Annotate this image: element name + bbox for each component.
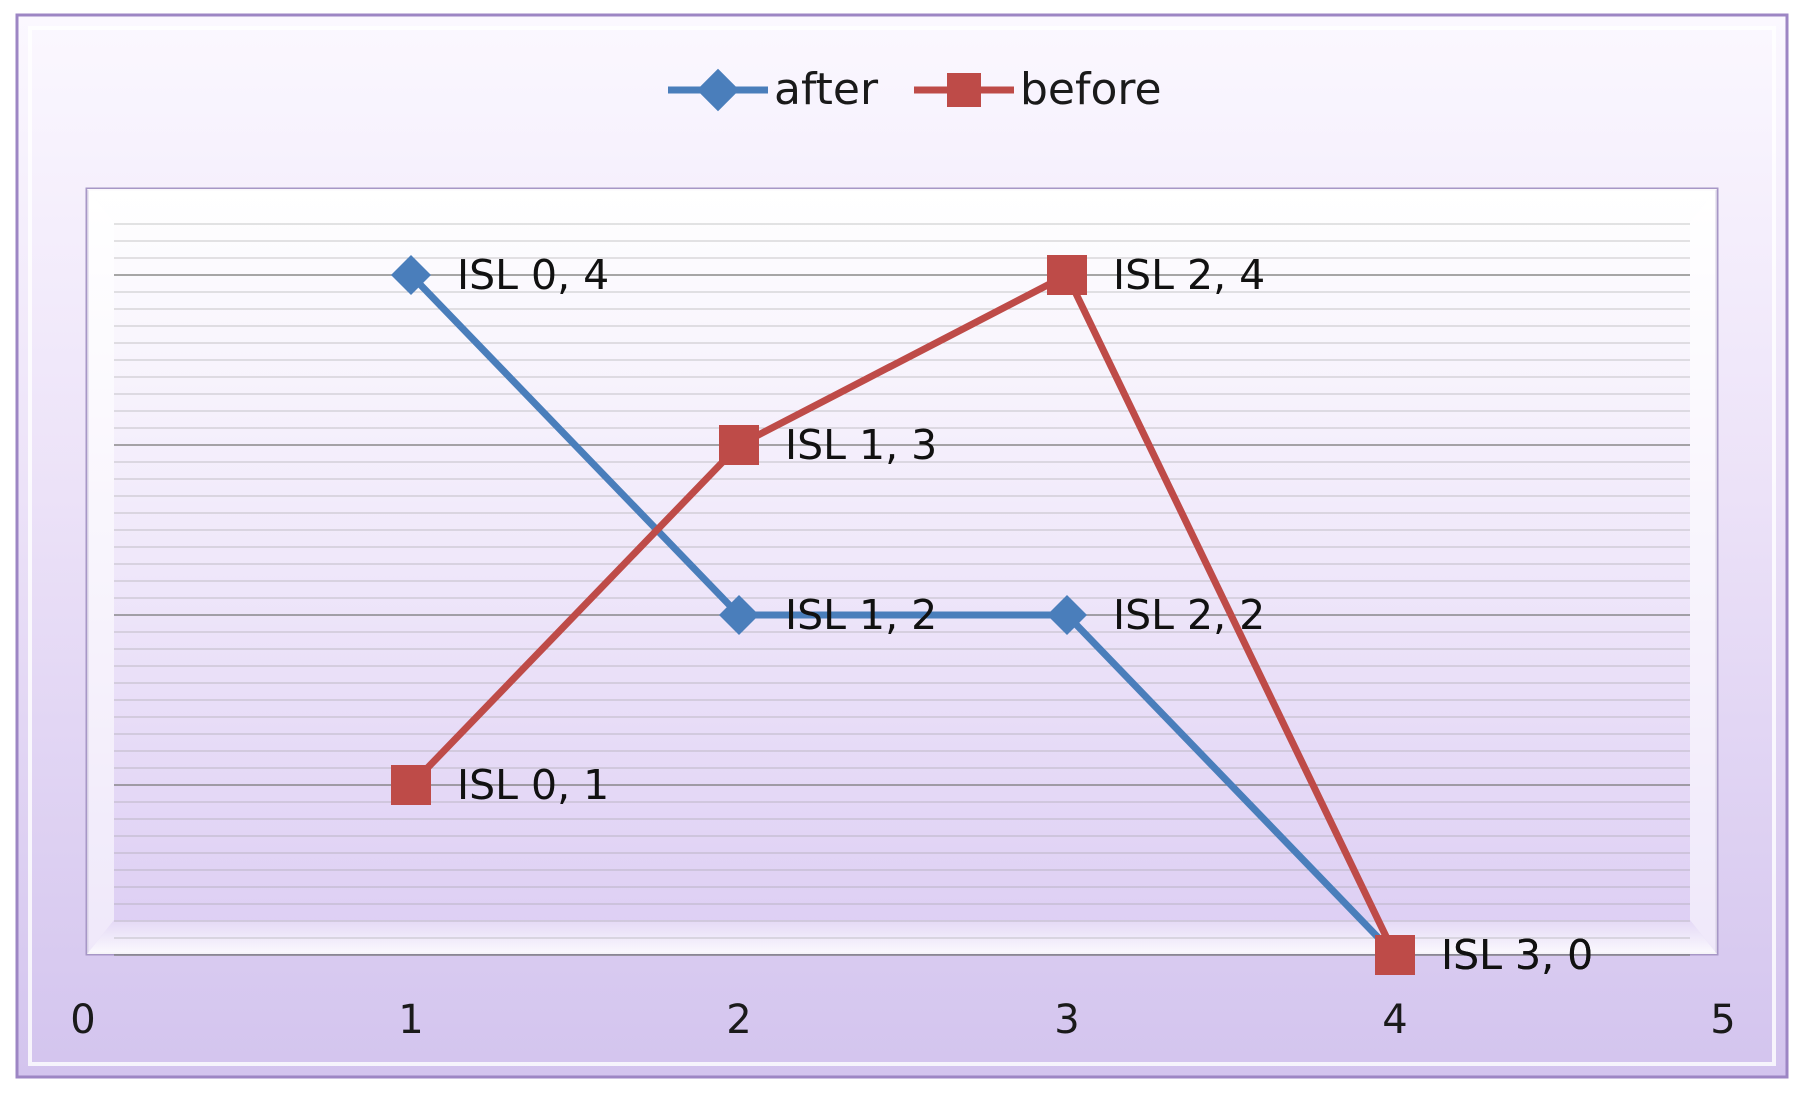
plot-bevel-top bbox=[87, 189, 1717, 222]
data-label-after: ISL 2, 2 bbox=[1113, 591, 1265, 639]
legend-label-before: before bbox=[1020, 64, 1162, 115]
series-line-after bbox=[407, 271, 1399, 959]
data-label-after: ISL 0, 4 bbox=[457, 251, 609, 299]
data-label-before: ISL 0, 1 bbox=[457, 761, 609, 809]
x-tick-label: 1 bbox=[398, 997, 423, 1043]
data-point-before bbox=[391, 765, 431, 805]
data-label-after: ISL 1, 2 bbox=[785, 591, 937, 639]
data-point-before bbox=[719, 425, 759, 465]
plot-area bbox=[85, 187, 1719, 956]
data-point-before bbox=[1375, 935, 1415, 975]
plot-bevel-left bbox=[87, 189, 114, 954]
x-axis-tick-labels: 0 1 2 3 4 5 bbox=[70, 997, 1735, 1043]
data-point-before bbox=[1047, 255, 1087, 295]
legend-label-after: after bbox=[774, 64, 879, 115]
data-label-before: ISL 3, 0 bbox=[1441, 931, 1593, 979]
series-lines bbox=[407, 271, 1399, 959]
plot-background bbox=[85, 187, 1719, 956]
x-tick-label: 0 bbox=[70, 997, 95, 1043]
data-point-after bbox=[719, 595, 759, 635]
plot-bevel-right bbox=[1690, 189, 1717, 954]
data-point-after bbox=[391, 255, 431, 295]
grid-lines bbox=[114, 223, 1690, 956]
data-label-before: ISL 1, 3 bbox=[785, 421, 937, 469]
legend-square-icon bbox=[947, 73, 981, 107]
series-markers bbox=[391, 255, 1415, 975]
chart-frame-bevel bbox=[28, 26, 1776, 1066]
legend-item-before: before bbox=[914, 64, 1162, 115]
x-tick-label: 2 bbox=[726, 997, 751, 1043]
series-line-before bbox=[407, 271, 1399, 959]
x-tick-label: 4 bbox=[1382, 997, 1407, 1043]
x-tick-label: 5 bbox=[1710, 997, 1735, 1043]
plot-bevel-bottom bbox=[87, 920, 1717, 954]
data-label-before: ISL 2, 4 bbox=[1113, 251, 1265, 299]
data-labels: ISL 0, 4 ISL 1, 2 ISL 2, 2 ISL 3, 0 ISL 0, 1… bbox=[457, 251, 1593, 979]
x-tick-label: 3 bbox=[1054, 997, 1079, 1043]
data-label-after: ISL 3, 0 bbox=[1441, 931, 1593, 979]
data-point-after bbox=[1047, 595, 1087, 635]
